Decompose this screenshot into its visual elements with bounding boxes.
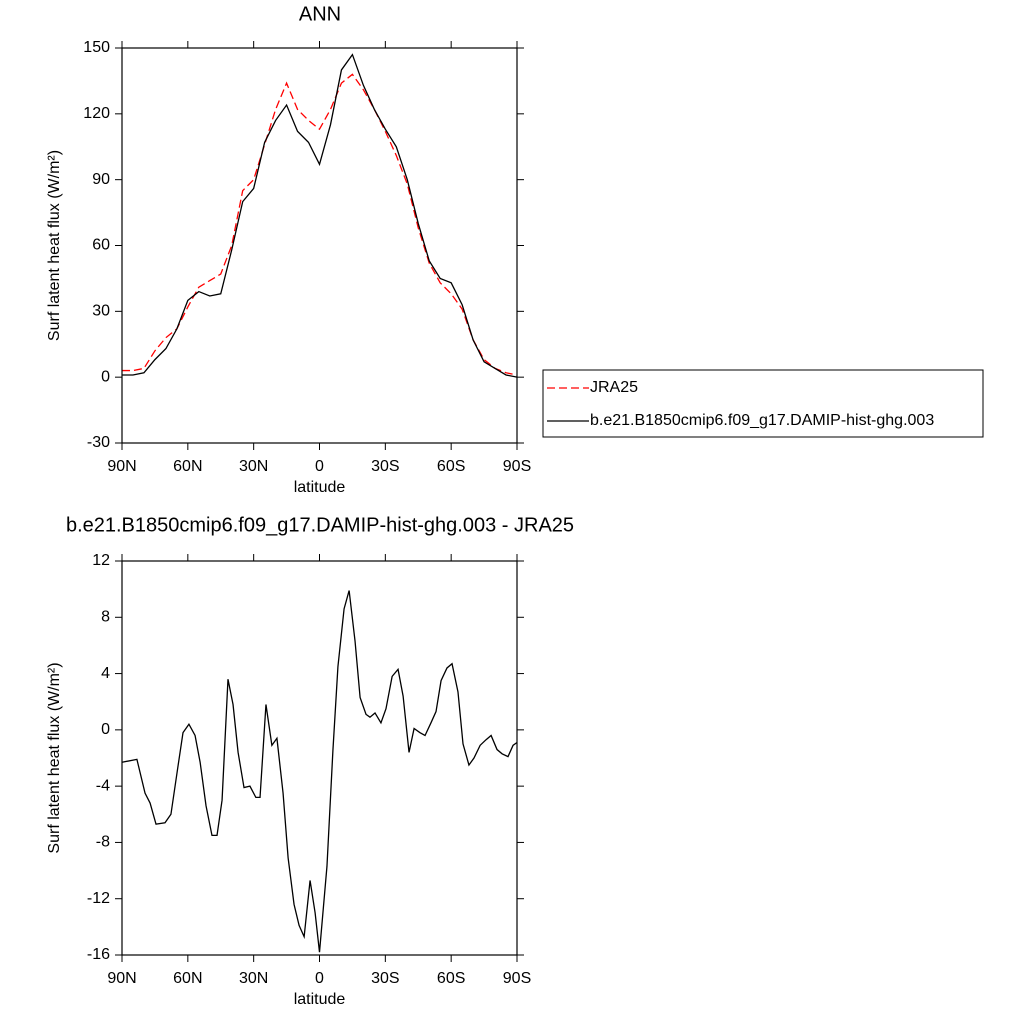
y-tick-label: 8: [101, 609, 110, 626]
y-tick-label: 0: [101, 368, 110, 385]
x-tick-label: 90N: [107, 970, 136, 987]
y-tick-label: 30: [92, 303, 110, 320]
x-tick-label: 60S: [437, 458, 465, 475]
y-axis-label: Surf latent heat flux (W/m²): [46, 150, 63, 341]
x-tick-label: 30S: [371, 458, 399, 475]
y-tick-label: -16: [87, 946, 110, 963]
y-tick-label: 150: [83, 39, 110, 56]
plot-frame: [121, 560, 518, 956]
legend-label: JRA25: [590, 379, 638, 396]
x-tick-label: 30N: [239, 970, 268, 987]
x-tick-label: 60N: [173, 458, 202, 475]
legend-label: b.e21.B1850cmip6.f09_g17.DAMIP-hist-ghg.…: [590, 412, 934, 429]
y-tick-label: 12: [92, 552, 110, 569]
y-tick-label: 120: [83, 105, 110, 122]
x-tick-label: 60S: [437, 970, 465, 987]
y-tick-label: -4: [96, 777, 110, 794]
x-tick-label: 30S: [371, 970, 399, 987]
x-tick-label: 0: [315, 458, 324, 475]
x-tick-label: 0: [315, 970, 324, 987]
data-line: [122, 73, 518, 376]
x-tick-label: 60N: [173, 970, 202, 987]
y-tick-label: 4: [101, 665, 110, 682]
data-line: [122, 53, 518, 378]
y-tick-label: 60: [92, 237, 110, 254]
x-tick-label: 30N: [239, 458, 268, 475]
x-axis-label: latitude: [294, 991, 346, 1008]
plot-frame: [121, 47, 518, 444]
y-tick-label: 90: [92, 171, 110, 188]
x-tick-label: 90S: [503, 970, 531, 987]
chart-title: ANN: [299, 3, 341, 25]
x-axis-label: latitude: [294, 479, 346, 496]
legend-box: [542, 369, 984, 438]
y-tick-label: -12: [87, 890, 110, 907]
x-tick-label: 90N: [107, 458, 136, 475]
data-line: [121, 590, 518, 953]
y-tick-label: -30: [87, 434, 110, 451]
x-tick-label: 90S: [503, 458, 531, 475]
chart-title: b.e21.B1850cmip6.f09_g17.DAMIP-hist-ghg.…: [66, 514, 574, 536]
y-axis-label: Surf latent heat flux (W/m²): [46, 662, 63, 853]
y-tick-label: 0: [101, 721, 110, 738]
y-tick-label: -8: [96, 834, 110, 851]
